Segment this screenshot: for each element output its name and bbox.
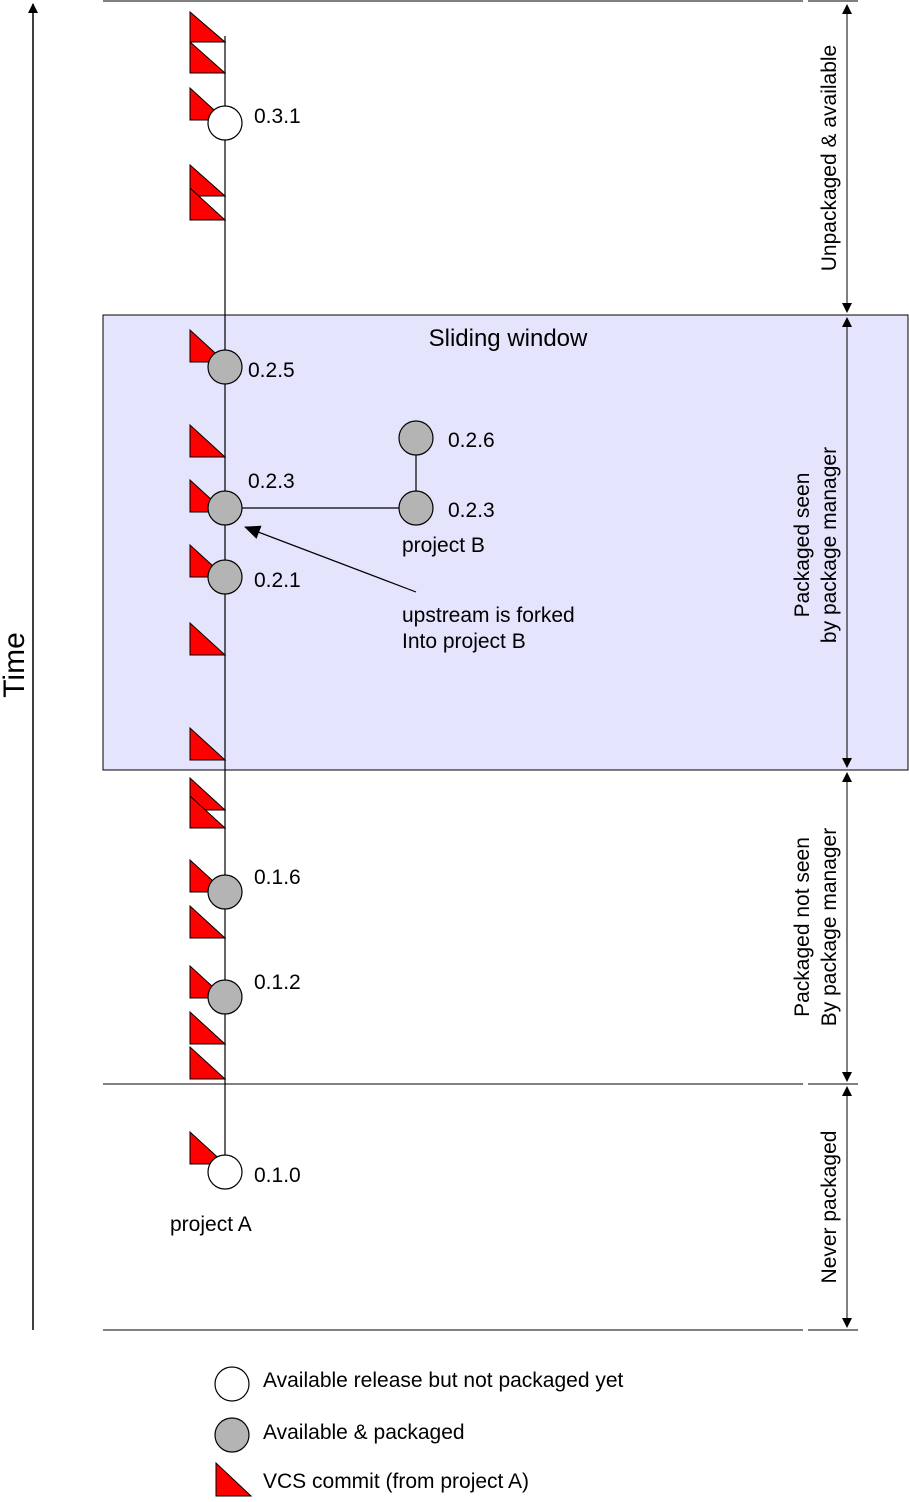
white-circle-icon: [214, 1366, 250, 1402]
legend-label-packaged: Available & packaged: [263, 1421, 465, 1444]
zone-label-unpackaged: Unpackaged & available: [818, 45, 841, 272]
legend: Available release but not packaged yet A…: [214, 1366, 624, 1497]
release-label: 0.1.0: [254, 1164, 301, 1187]
red-triangle-icon: [189, 1130, 227, 1165]
zone-label-packaged-not-seen-line2: By package manager: [818, 828, 841, 1026]
red-triangle-icon: [189, 163, 227, 197]
release-node-0-1-0: [207, 1154, 243, 1190]
project-a-label: project A: [170, 1213, 252, 1236]
release-node-0-2-5: [207, 349, 243, 385]
release-node-0-1-6: [207, 874, 243, 910]
gray-circle-icon: [214, 1417, 250, 1453]
time-axis-label: Time: [0, 632, 31, 698]
legend-label-available: Available release but not packaged yet: [263, 1369, 624, 1392]
sliding-window-title: Sliding window: [429, 325, 588, 352]
red-triangle-icon: [189, 621, 227, 656]
red-triangle-icon: [215, 1461, 253, 1497]
red-triangle-icon: [189, 423, 227, 458]
zone-label-packaged-not-seen: Packaged not seen: [791, 837, 814, 1017]
release-label: 0.1.2: [254, 971, 301, 994]
vcs-commits: [189, 10, 227, 1165]
red-triangle-icon: [189, 10, 227, 43]
project-b-label: project B: [402, 534, 485, 557]
red-triangle-icon: [189, 726, 227, 761]
release-node-0-2-1: [207, 559, 243, 595]
release-node-0-3-1: [207, 105, 243, 141]
sliding-window: [102, 314, 909, 771]
release-label: 0.1.6: [254, 866, 301, 889]
legend-label-commit: VCS commit (from project A): [263, 1470, 529, 1493]
red-triangle-icon: [189, 40, 227, 74]
zone-label-never-packaged: Never packaged: [818, 1131, 841, 1284]
red-triangle-icon: [189, 1045, 227, 1080]
fork-annotation-line2: Into project B: [402, 630, 526, 653]
release-node-b-0-2-6: [398, 420, 434, 456]
red-triangle-icon: [189, 1010, 227, 1045]
red-triangle-icon: [189, 186, 227, 221]
red-triangle-icon: [189, 794, 227, 829]
fork-annotation-line1: upstream is forked: [402, 604, 575, 627]
release-node-0-1-2: [207, 979, 243, 1015]
zone-label-packaged-seen: Packaged seen: [791, 473, 814, 618]
release-label: 0.2.6: [448, 429, 495, 452]
release-label: 0.2.1: [254, 569, 301, 592]
release-label: 0.2.3: [248, 470, 295, 493]
release-label: 0.2.3: [448, 499, 495, 522]
release-label: 0.3.1: [254, 105, 301, 128]
release-node-0-2-3: [207, 490, 243, 526]
red-triangle-icon: [189, 776, 227, 811]
release-label: 0.2.5: [248, 359, 295, 382]
red-triangle-icon: [189, 904, 227, 939]
zone-label-packaged-seen-line2: by package manager: [818, 447, 841, 643]
release-node-b-0-2-3: [398, 490, 434, 526]
fork-annotation-arrow: [244, 525, 417, 593]
